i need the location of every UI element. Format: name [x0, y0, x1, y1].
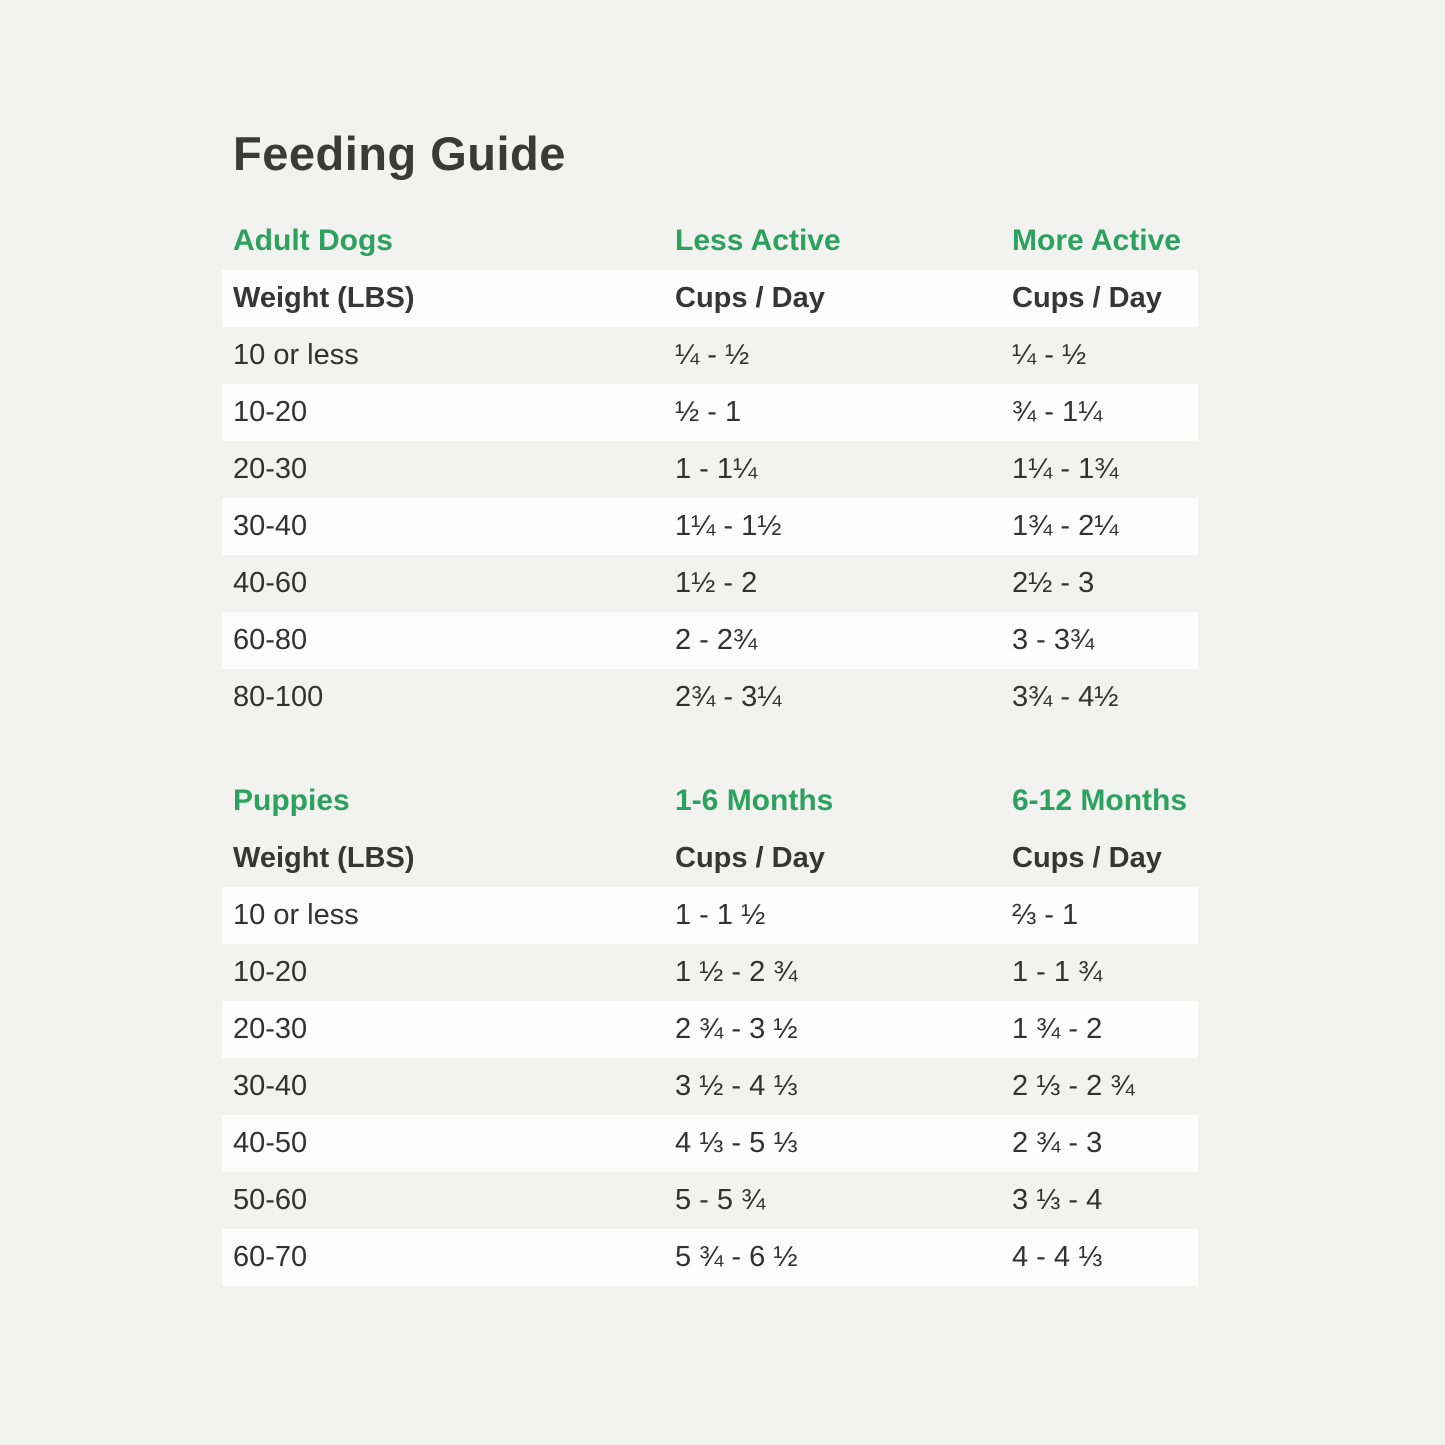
cups-cell-left: 1 - 1¼	[675, 453, 758, 485]
cups-cell-right: ¼ - ½	[1012, 339, 1087, 371]
weight-cell: 20-30	[233, 1013, 308, 1045]
weight-cell: 30-40	[233, 1070, 308, 1102]
cups-cell-left: 4 ⅓ - 5 ⅓	[675, 1127, 798, 1159]
table-row: 10-20 ½ - 1 ¾ - 1¼	[222, 384, 1198, 441]
cups-cell-left: 1½ - 2	[675, 567, 758, 599]
cups-cell-right: 3 - 3¾	[1012, 624, 1095, 656]
cups-cell-left: 2 ¾ - 3 ½	[675, 1013, 798, 1045]
cups-cell-right: 2½ - 3	[1012, 567, 1095, 599]
cups-cell-left: 1 - 1 ½	[675, 899, 766, 931]
adult-dogs-rows: 10 or less ¼ - ½ ¼ - ½ 10-20 ½ - 1 ¾ - 1¼ 20-3…	[222, 327, 1198, 726]
table-row: 20-30 2 ¾ - 3 ½ 1 ¾ - 2	[222, 1001, 1198, 1058]
table-row: 10-20 1 ½ - 2 ¾ 1 - 1 ¾	[222, 944, 1198, 1001]
column-group-6-12-months: 6-12 Months	[1012, 783, 1188, 817]
puppies-rows: 10 or less 1 - 1 ½ ⅔ - 1 10-20 1 ½ - 2 ¾ 1 - …	[222, 887, 1198, 1286]
table-row: 10 or less 1 - 1 ½ ⅔ - 1	[222, 887, 1198, 944]
column-group-1-6-months: 1-6 Months	[675, 783, 834, 817]
column-header-weight: Weight (LBS)	[233, 842, 415, 874]
weight-cell: 80-100	[233, 681, 324, 713]
column-header-cups-1-6-months: Cups / Day	[675, 842, 825, 874]
cups-cell-left: 2 - 2¾	[675, 624, 758, 656]
cups-cell-right: ⅔ - 1	[1012, 899, 1079, 931]
cups-cell-right: 3¾ - 4½	[1012, 681, 1119, 713]
cups-cell-right: 4 - 4 ⅓	[1012, 1241, 1103, 1273]
cups-cell-right: 2 ¾ - 3	[1012, 1127, 1103, 1159]
cups-cell-left: 2¾ - 3¼	[675, 681, 782, 713]
table-row: 30-40 3 ½ - 4 ⅓ 2 ⅓ - 2 ¾	[222, 1058, 1198, 1115]
weight-cell: 10-20	[233, 396, 308, 428]
table-row: 20-30 1 - 1¼ 1¼ - 1¾	[222, 441, 1198, 498]
weight-cell: 50-60	[233, 1184, 308, 1216]
cups-cell-left: 5 ¾ - 6 ½	[675, 1241, 798, 1273]
column-header-weight: Weight (LBS)	[233, 282, 415, 314]
cups-cell-left: ½ - 1	[675, 396, 742, 428]
weight-cell: 10-20	[233, 956, 308, 988]
section-header-row: Puppies 1-6 Months 6-12 Months	[222, 784, 1198, 817]
cups-cell-left: 1¼ - 1½	[675, 510, 782, 542]
cups-cell-right: 1 - 1 ¾	[1012, 956, 1103, 988]
column-header-cups-less-active: Cups / Day	[675, 282, 825, 314]
table-row: 40-50 4 ⅓ - 5 ⅓ 2 ¾ - 3	[222, 1115, 1198, 1172]
cups-cell-left: ¼ - ½	[675, 339, 750, 371]
table-row: 50-60 5 - 5 ¾ 3 ⅓ - 4	[222, 1172, 1198, 1229]
weight-cell: 60-80	[233, 624, 308, 656]
section-title-puppies: Puppies	[233, 783, 350, 817]
weight-cell: 10 or less	[233, 339, 359, 371]
weight-cell: 60-70	[233, 1241, 308, 1273]
section-title-adult-dogs: Adult Dogs	[233, 223, 393, 257]
column-header-row: Weight (LBS) Cups / Day Cups / Day	[222, 270, 1198, 327]
column-header-row: Weight (LBS) Cups / Day Cups / Day	[222, 830, 1198, 887]
column-group-less-active: Less Active	[675, 223, 841, 257]
table-row: 40-60 1½ - 2 2½ - 3	[222, 555, 1198, 612]
weight-cell: 40-60	[233, 567, 308, 599]
column-header-cups-6-12-months: Cups / Day	[1012, 842, 1162, 874]
table-row: 30-40 1¼ - 1½ 1¾ - 2¼	[222, 498, 1198, 555]
weight-cell: 10 or less	[233, 899, 359, 931]
puppies-table: Puppies 1-6 Months 6-12 Months Weight (L…	[222, 784, 1198, 1286]
cups-cell-left: 1 ½ - 2 ¾	[675, 956, 798, 988]
column-header-cups-more-active: Cups / Day	[1012, 282, 1162, 314]
cups-cell-right: 2 ⅓ - 2 ¾	[1012, 1070, 1135, 1102]
weight-cell: 30-40	[233, 510, 308, 542]
table-row: 10 or less ¼ - ½ ¼ - ½	[222, 327, 1198, 384]
cups-cell-right: 3 ⅓ - 4	[1012, 1184, 1103, 1216]
cups-cell-right: 1¼ - 1¾	[1012, 453, 1119, 485]
cups-cell-left: 3 ½ - 4 ⅓	[675, 1070, 798, 1102]
table-row: 80-100 2¾ - 3¼ 3¾ - 4½	[222, 669, 1198, 726]
page-title: Feeding Guide	[233, 127, 566, 180]
weight-cell: 20-30	[233, 453, 308, 485]
weight-cell: 40-50	[233, 1127, 308, 1159]
table-row: 60-80 2 - 2¾ 3 - 3¾	[222, 612, 1198, 669]
table-row: 60-70 5 ¾ - 6 ½ 4 - 4 ⅓	[222, 1229, 1198, 1286]
column-group-more-active: More Active	[1012, 223, 1181, 257]
cups-cell-right: 1¾ - 2¼	[1012, 510, 1119, 542]
section-header-row: Adult Dogs Less Active More Active	[222, 224, 1198, 257]
cups-cell-right: ¾ - 1¼	[1012, 396, 1103, 428]
cups-cell-left: 5 - 5 ¾	[675, 1184, 766, 1216]
adult-dogs-table: Adult Dogs Less Active More Active Weigh…	[222, 224, 1198, 726]
cups-cell-right: 1 ¾ - 2	[1012, 1013, 1103, 1045]
